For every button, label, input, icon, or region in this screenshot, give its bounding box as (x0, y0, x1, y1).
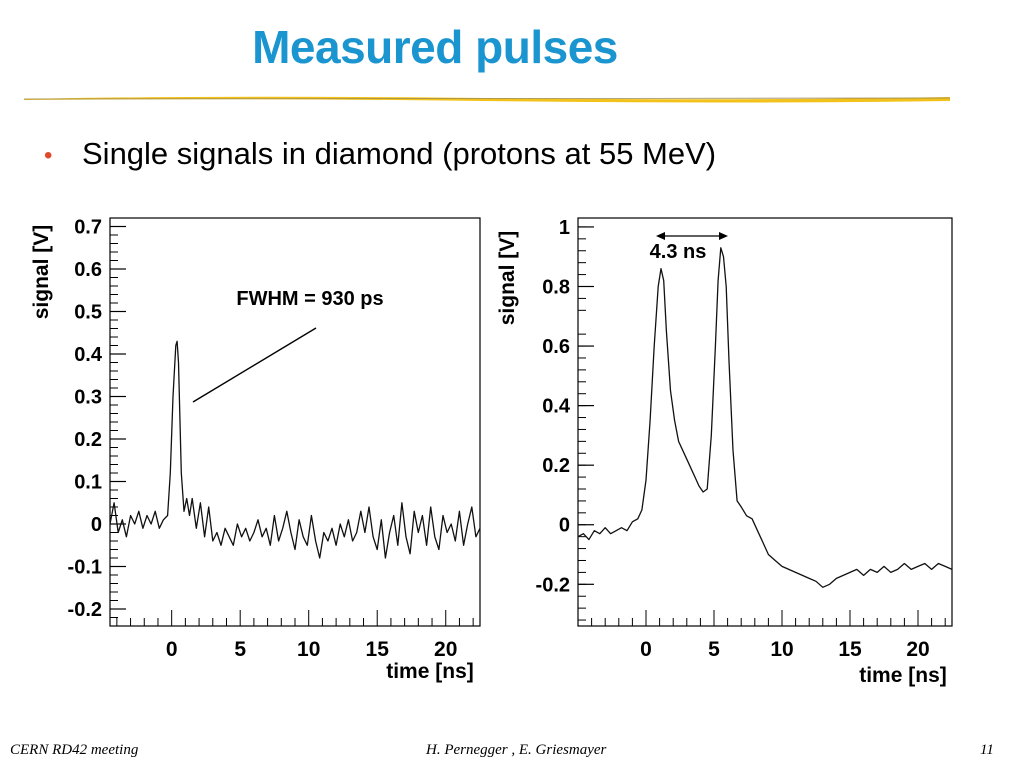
y-tick-label: 0 (559, 515, 570, 537)
y-tick-label: 0.1 (74, 472, 102, 494)
x-tick-label: 10 (770, 638, 793, 661)
arrow-head-right (719, 232, 728, 240)
chart-left: 0.7 0.6 0.5 0.4 0.3 0.2 0.1 0 -0.1 -0.2 0 5 10 15 20ti… (30, 217, 481, 683)
y-tick-label: 0.4 (542, 396, 571, 418)
y-axis-label: signal [V] (496, 231, 519, 326)
x-tick-label: 20 (906, 638, 929, 661)
footer-page-number: 11 (980, 742, 994, 758)
annotation-label: FWHM = 930 ps (236, 288, 383, 310)
plot-frame (109, 217, 481, 627)
y-tick-label: -0.2 (68, 599, 102, 621)
chart-right: 1 0.8 0.6 0.4 0.2 0 -0.2 0 5 10 15 20 time [ns] signa… (496, 217, 953, 687)
x-tick-label: 5 (708, 638, 720, 661)
bullet-dot-icon: • (44, 142, 53, 169)
x-axis-label: time [ns] (859, 664, 947, 687)
x-tick-label: 0 (640, 638, 652, 661)
y-axis-label: signal [V] (30, 225, 53, 320)
plot-frame (577, 217, 953, 627)
x-tick-label: 20 (434, 638, 457, 661)
y-tick-label: 0 (91, 514, 102, 536)
y-tick-label: 0.6 (542, 336, 570, 358)
footer-meeting: CERN RD42 meeting (10, 742, 139, 758)
x-tick-label: 10 (297, 638, 320, 661)
y-tick-label: -0.1 (68, 557, 102, 579)
signal-series-line (577, 247, 953, 588)
y-tick-label: -0.2 (536, 574, 570, 596)
bullet-text: Single signals in diamond (protons at 55… (82, 136, 717, 171)
y-tick-label: 0.3 (74, 387, 102, 409)
arrow-head-left (656, 232, 665, 240)
title-underline (24, 96, 950, 103)
slide-title: Measured pulses (252, 21, 618, 73)
footer-authors: H. Pernegger , E. Griesmayer (426, 742, 607, 758)
y-tick-label: 0.5 (74, 302, 102, 324)
y-tick-label: 0.4 (74, 344, 103, 366)
x-tick-label: 0 (166, 638, 178, 661)
y-tick-label: 0.2 (74, 429, 102, 451)
y-tick-label: 1 (559, 217, 570, 239)
x-tick-label: 15 (838, 638, 862, 661)
y-tick-label: 0.8 (542, 276, 570, 298)
y-tick-label: 0.6 (74, 259, 102, 281)
y-tick-label: 0.2 (542, 455, 570, 477)
y-tick-label: 0.7 (74, 217, 102, 239)
x-tick-label: 5 (234, 638, 246, 661)
x-tick-label: 15 (366, 638, 390, 661)
signal-series-line (109, 340, 481, 559)
annotation-label: 4.3 ns (650, 241, 707, 263)
x-axis-label: time [ns] (386, 660, 474, 683)
annotation-pointer-line (192, 327, 317, 403)
